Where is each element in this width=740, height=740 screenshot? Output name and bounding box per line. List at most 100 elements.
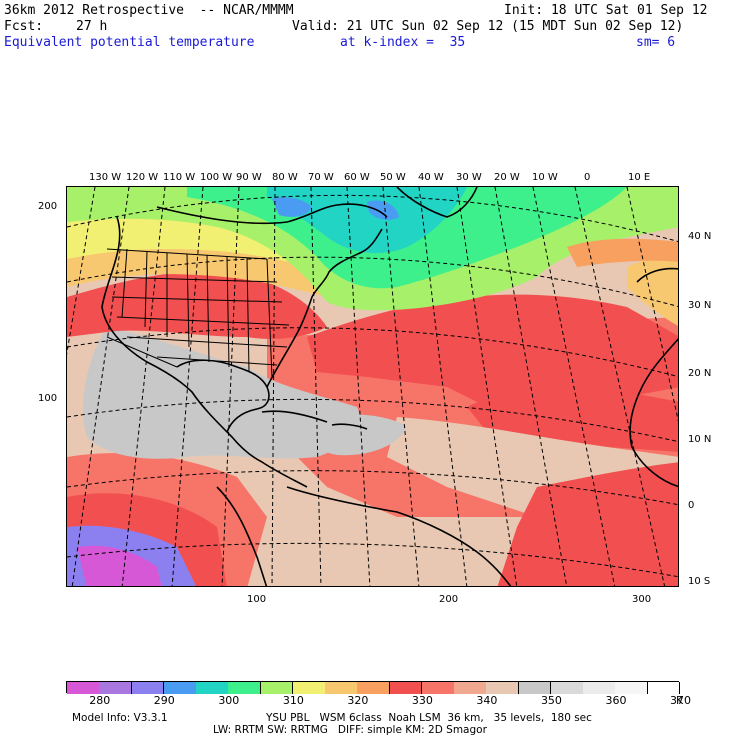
- color-scale-label: 290: [153, 694, 175, 707]
- grid-tick-x-100: 100: [247, 594, 267, 605]
- meridian-0: [574, 187, 666, 586]
- grid-tick-y-100: 100: [38, 393, 58, 404]
- field-salmon-europe: [567, 238, 678, 267]
- coast-south-america: [286, 486, 512, 586]
- field-blue-labrador: [272, 197, 312, 217]
- init-time: Init: 18 UTC Sat 01 Sep 12: [504, 3, 708, 18]
- coast-cuba: [261, 410, 328, 423]
- meridian-80W: [271, 187, 276, 586]
- longitude-label: 50 W: [380, 172, 406, 183]
- color-scale-label: 340: [476, 694, 498, 707]
- color-scale-unit: K: [676, 694, 684, 707]
- longitude-label: 20 W: [494, 172, 520, 183]
- color-scale-swatch: [518, 682, 552, 694]
- meridian-10E: [626, 187, 678, 422]
- field-red-plains: [67, 271, 327, 339]
- parallel-10S: [67, 542, 678, 578]
- longitude-label: 130 W: [89, 172, 122, 183]
- meridian-60W: [346, 187, 371, 586]
- color-scale-swatch: [486, 682, 520, 694]
- coastlines: [101, 187, 678, 586]
- longitude-label: 10 W: [532, 172, 558, 183]
- color-scale-swatch: [583, 682, 616, 694]
- parallel-20N: [67, 327, 678, 378]
- color-scale-label: 330: [411, 694, 433, 707]
- color-scale-label: 360: [605, 694, 627, 707]
- color-scale-swatch: [196, 682, 229, 694]
- coast-greenland: [396, 187, 478, 218]
- latitude-label: 30 N: [688, 300, 712, 311]
- meridian-90W: [221, 187, 240, 586]
- meridian-120W: [71, 187, 130, 586]
- color-scale-label: 310: [282, 694, 304, 707]
- field-grey-caribbean: [297, 414, 407, 456]
- color-scale-label: 350: [540, 694, 562, 707]
- field-orange-iberia: [627, 258, 678, 326]
- latitude-label: 20 N: [688, 368, 712, 379]
- meridian-40W: [418, 187, 468, 586]
- color-scale-swatch: [647, 682, 681, 694]
- meridian-20W: [494, 187, 568, 586]
- longitude-label: 80 W: [272, 172, 298, 183]
- longitude-label: 120 W: [126, 172, 159, 183]
- color-scale-swatch: [325, 682, 358, 694]
- color-scale-label: 370: [670, 694, 691, 707]
- color-scale-label: 300: [218, 694, 240, 707]
- product-title: 36km 2012 Retrospective -- NCAR/MMMM: [4, 3, 294, 18]
- color-scale-swatch: [163, 682, 197, 694]
- longitude-label: 30 W: [456, 172, 482, 183]
- parallel-30N: [67, 256, 678, 307]
- forecast-label: Fcst:: [4, 19, 44, 34]
- color-scale-swatch: [292, 682, 326, 694]
- field-grey-gulf: [83, 327, 360, 459]
- grid-tick-y-200: 200: [38, 201, 58, 212]
- latitude-label: 0: [688, 500, 695, 511]
- color-scale-label: 280: [89, 694, 111, 707]
- grid-tick-x-300: 300: [632, 594, 652, 605]
- field-magenta-southwest: [77, 545, 162, 586]
- color-scale-swatch: [228, 682, 262, 694]
- coast-canada: [156, 203, 388, 225]
- longitude-label: 110 W: [163, 172, 196, 183]
- coast-south-america-west: [216, 486, 268, 586]
- longitude-label: 100 W: [200, 172, 233, 183]
- physics-line-2: LW: RRTM SW: RRTMG DIFF: simple KM: 2D S…: [213, 724, 487, 736]
- latitude-label: 40 N: [688, 231, 712, 242]
- color-scale-swatch: [99, 682, 132, 694]
- coast-east-us: [266, 228, 383, 388]
- color-scale-swatch: [260, 682, 294, 694]
- parallel-40N: [67, 194, 678, 242]
- political-borders: [106, 248, 290, 378]
- color-scale-swatch: [389, 682, 423, 694]
- latitude-label: 10 S: [688, 576, 711, 587]
- coast-africa: [629, 338, 678, 488]
- meridian-10W: [532, 187, 616, 586]
- parallel-equator: [67, 470, 678, 506]
- smoothing-info: sm= 6: [636, 35, 676, 50]
- color-scale-bar: [66, 681, 681, 694]
- longitude-label: 0: [584, 172, 591, 183]
- valid-time: Valid: 21 UTC Sun 02 Sep 12 (15 MDT Sun …: [292, 19, 684, 34]
- color-scale-swatch: [615, 682, 649, 694]
- coast-iberia: [636, 267, 678, 283]
- latitude-label: 10 N: [688, 434, 712, 445]
- meridian-110W: [121, 187, 166, 586]
- grid-tick-x-200: 200: [439, 594, 459, 605]
- meridian-70W: [310, 187, 322, 586]
- field-red-south: [497, 462, 678, 586]
- color-scale-swatch: [357, 682, 391, 694]
- color-scale-swatch: [550, 682, 584, 694]
- color-scale-swatch: [421, 682, 455, 694]
- physics-line-1: YSU PBL WSM 6class Noah LSM 36 km, 35 le…: [266, 712, 592, 724]
- forecast-hours: 27 h: [76, 19, 108, 34]
- color-scale-swatch: [67, 682, 100, 694]
- longitude-label: 90 W: [236, 172, 262, 183]
- parallel-10N: [67, 398, 678, 443]
- theta-e-map: [66, 186, 679, 587]
- color-scale-swatch: [131, 682, 165, 694]
- model-info: Model Info: V3.3.1: [72, 712, 168, 724]
- level-info: at k-index = 35: [340, 35, 466, 50]
- longitude-label: 10 E: [628, 172, 651, 183]
- border-us-mexico: [106, 336, 178, 368]
- longitude-label: 70 W: [308, 172, 334, 183]
